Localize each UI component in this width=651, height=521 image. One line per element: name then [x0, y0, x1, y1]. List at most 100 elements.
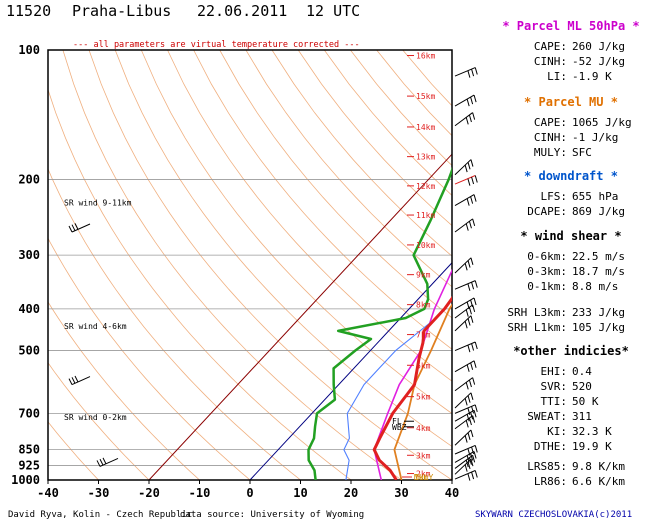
wind-barb-flag: [468, 114, 472, 123]
wind-barb-flag: [464, 464, 468, 472]
wind-barb-flag: [471, 176, 475, 185]
wind-barb-flag: [471, 282, 475, 290]
wind-barb-flag: [473, 360, 477, 368]
wind-barb: [454, 67, 478, 78]
wind-barb: [454, 458, 474, 475]
station-id: 11520: [6, 2, 51, 20]
dry-adiabat-line: [114, 50, 452, 447]
wind-barb-flag: [474, 445, 478, 453]
wind-barb-staff: [454, 194, 475, 206]
temp-tick-label: -30: [88, 486, 110, 500]
wind-barb-flag: [471, 68, 475, 77]
wind-barb-staff: [454, 404, 476, 414]
wind-barb: [454, 341, 478, 353]
wind-shear-title: * wind shear *: [520, 229, 621, 243]
wind-barb-flag: [465, 420, 469, 428]
wind-barb-flag: [465, 459, 469, 468]
wind-barb-flag: [467, 344, 471, 353]
height-label: 10km: [416, 241, 435, 250]
dry-adiabat-line: [193, 50, 452, 350]
wind-barb-flag: [467, 473, 471, 481]
height-label: 14km: [416, 123, 435, 132]
pressure-tick-label: 100: [18, 43, 40, 57]
wind-barb-flag: [468, 379, 472, 388]
height-label: 12km: [416, 182, 435, 191]
sr-wind-barb: [68, 223, 91, 233]
sr-wind-barb-flag: [68, 378, 73, 385]
wind-barb: [454, 415, 476, 430]
side-panel: * Parcel ML 50hPa * CAPE: 260 J/kg CINH: -5…: [502, 19, 639, 488]
parcel-ml-value: -52 J/kg: [572, 55, 625, 68]
wind-shear-value: 22.5 m/s: [572, 250, 625, 263]
parcel-mu-label: CINH:: [534, 131, 567, 144]
wind-shear-value: 18.7 m/s: [572, 265, 625, 278]
srh-label: SRH L3km:: [507, 306, 567, 319]
downdraft-title: * downdraft *: [524, 169, 618, 183]
other-index-value: 50 K: [572, 395, 599, 408]
parcel-mu-value: -1 J/kg: [572, 131, 618, 144]
wind-barb-flag: [466, 98, 470, 107]
footer-author: David Ryva, Kolin - Czech Republic: [8, 510, 192, 520]
wind-barb: [454, 404, 478, 416]
parcel-ml-value: -1.9 K: [572, 70, 612, 83]
wind-shear-label: 0-6km:: [527, 250, 567, 263]
wind-barb-flag: [467, 162, 471, 170]
wind-barb-staff: [454, 377, 473, 392]
wind-barb: [454, 392, 474, 409]
pressure-tick-label: 700: [18, 406, 40, 420]
lapse-rate-label: LR86:: [534, 475, 567, 488]
wind-barb-flag: [464, 321, 468, 329]
wind-barb-staff: [454, 458, 472, 475]
wind-barb-flag: [467, 318, 471, 326]
wind-barb-staff: [454, 280, 476, 290]
wind-barb-flag: [467, 70, 471, 78]
wind-barb-flag: [474, 280, 478, 288]
other-index-label: TTI:: [541, 395, 568, 408]
wind-barb-flag: [473, 94, 477, 103]
temp-tick-label: -40: [37, 486, 59, 500]
wind-barb-flag: [464, 263, 468, 271]
wind-barb-flag: [473, 297, 477, 306]
sr-wind-barb-flag: [71, 377, 76, 384]
wind-barb: [454, 257, 474, 274]
dewpoint-line: [307, 166, 452, 480]
wind-barb-flag: [471, 406, 475, 414]
other-index-label: SVR:: [541, 380, 568, 393]
wind-barb-flag: [468, 417, 472, 426]
wind-barb-flag: [467, 432, 471, 440]
wind-barb-staff: [454, 341, 476, 352]
parcel-mu-label: MULY:: [534, 146, 567, 159]
wind-barb-flag: [472, 112, 476, 120]
wind-barb-flag: [473, 451, 477, 459]
srh-value: 105 J/kg: [572, 321, 625, 334]
level-marker-label: WBZ: [392, 423, 407, 432]
downdraft-value: 655 hPa: [572, 190, 618, 203]
other-index-label: SWEAT:: [527, 410, 567, 423]
wind-barb-staff: [454, 470, 476, 480]
temp-ticks: -40 -30 -20 -10 0 10 20 30 40: [37, 480, 459, 500]
lapse-rate-value: 9.8 K/km: [572, 460, 625, 473]
wind-barb: [454, 315, 474, 332]
dry-adiabat-line: [297, 50, 452, 227]
plot-profiles: [307, 166, 452, 480]
wind-shear-label: 0-1km:: [527, 280, 567, 293]
other-index-value: 19.9 K: [572, 440, 612, 453]
height-label: 15km: [416, 92, 435, 101]
wind-barb-flag: [474, 175, 478, 183]
wind-barb-staff: [454, 175, 476, 185]
parcel-mu-line: [393, 303, 452, 480]
wind-barb: [454, 94, 477, 107]
other-indices-title: *other indicies*: [513, 344, 629, 358]
temp-tick-label: 40: [445, 486, 459, 500]
height-label: 2km: [416, 470, 431, 479]
wind-barb-flag: [468, 221, 472, 229]
wind-barb-flag: [468, 307, 472, 315]
wind-barb-staff: [454, 67, 476, 77]
wind-barb-flag: [470, 453, 474, 461]
wind-barb-flag: [471, 446, 475, 455]
other-index-label: KI:: [547, 425, 567, 438]
sr-wind-label: SR wind 4-6km: [64, 322, 127, 331]
wind-barb-staff: [454, 451, 475, 463]
